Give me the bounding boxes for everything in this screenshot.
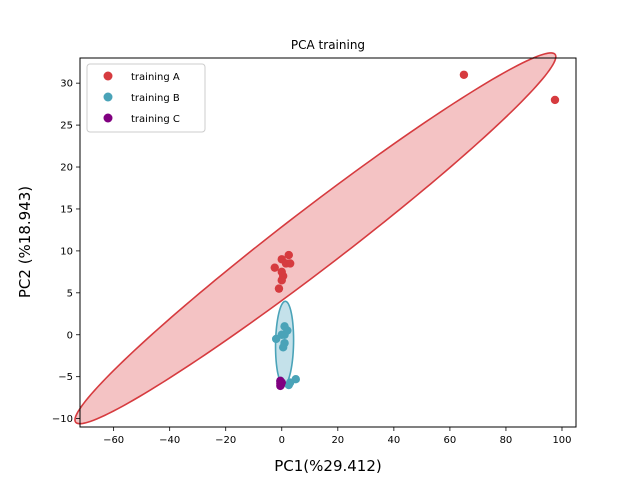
plot-area — [74, 52, 577, 428]
data-point-training-a — [270, 263, 279, 272]
legend-label-training-b: training B — [131, 93, 180, 104]
y-tick-label: −5 — [58, 372, 73, 383]
data-points — [270, 70, 560, 391]
x-axis-ticks: −60 −40 −20 0 20 40 60 80 100 — [103, 427, 572, 446]
x-tick-label: −40 — [159, 435, 180, 446]
data-point-training-a — [274, 284, 284, 293]
legend: training A training B training C — [86, 63, 206, 133]
y-tick-label: 25 — [60, 121, 73, 132]
chart-title: PCA training — [291, 38, 365, 52]
y-tick-label: 5 — [67, 288, 73, 299]
x-axis-title: PC1(%29.412) — [274, 457, 382, 475]
y-tick-label: −10 — [52, 414, 73, 425]
x-tick-label: 80 — [500, 435, 513, 446]
y-tick-label: 20 — [60, 163, 73, 174]
data-point-training-b — [284, 380, 293, 390]
data-point-training-c — [276, 380, 286, 390]
data-point-training-b — [278, 343, 288, 352]
legend-marker-training-b — [103, 92, 113, 102]
data-point-training-a — [285, 259, 295, 268]
x-tick-label: 20 — [331, 435, 344, 446]
legend-label-training-c: training C — [131, 114, 180, 125]
data-point-training-a — [284, 250, 293, 260]
legend-label-training-a: training A — [131, 72, 180, 83]
data-point-training-b — [271, 334, 281, 344]
data-point-training-b — [280, 330, 289, 339]
y-axis-title: PC2 (%18.943) — [16, 186, 34, 298]
data-point-training-a — [459, 70, 469, 79]
x-tick-label: −20 — [215, 435, 236, 446]
x-tick-label: 0 — [279, 435, 285, 446]
y-tick-label: 10 — [60, 246, 73, 257]
plot-frame — [79, 57, 577, 428]
confidence-ellipse-training-a — [74, 52, 557, 425]
y-axis-ticks: −10 −5 0 5 10 15 20 25 30 — [52, 79, 80, 425]
legend-box — [86, 63, 206, 133]
data-point-training-a — [550, 95, 560, 105]
y-tick-label: 15 — [60, 204, 73, 215]
x-tick-label: 40 — [387, 435, 400, 446]
y-tick-label: 30 — [60, 79, 73, 90]
x-tick-label: 100 — [552, 435, 571, 446]
x-tick-label: 60 — [444, 435, 457, 446]
y-tick-label: 0 — [67, 330, 73, 341]
legend-marker-training-a — [103, 71, 113, 81]
x-tick-label: −60 — [103, 435, 124, 446]
legend-marker-training-c — [103, 113, 113, 123]
data-point-training-a — [277, 276, 286, 285]
